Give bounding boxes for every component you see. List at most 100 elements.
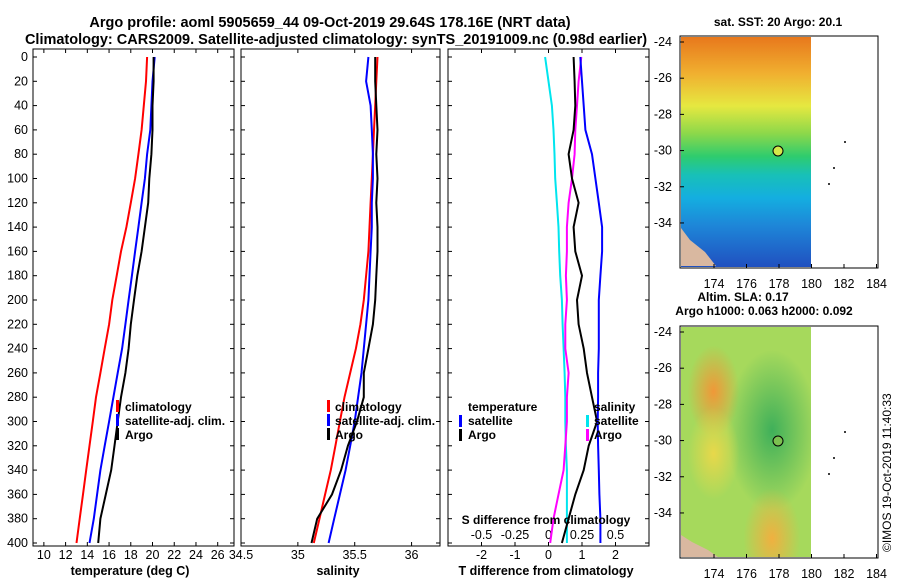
difference-tick-label: -2 <box>476 548 487 562</box>
temperature-tick-label: 20 <box>146 548 160 562</box>
salinity-tick-label: 35 <box>291 548 305 562</box>
legend-argo: Argo <box>335 428 363 442</box>
legend-satellite-s: satellite <box>594 414 639 428</box>
imos-watermark: ©IMOS 19-Oct-2019 11:40:33 <box>880 393 894 552</box>
salinity-tick-label: 36 <box>405 548 419 562</box>
difference-plot-frame <box>447 48 650 547</box>
depth-tick-label: 180 <box>7 269 28 283</box>
satellite-t-diff-line <box>544 56 568 543</box>
satellite-adj-clim-line <box>327 56 374 544</box>
argo-line <box>97 57 155 544</box>
sla-map-title-2: Argo h1000: 0.063 h2000: 0.092 <box>675 304 853 318</box>
legend-swatch-satellite-s <box>586 415 589 427</box>
island-dot <box>828 473 830 475</box>
difference-legend: temperature satellite Argo salinity sate… <box>459 400 639 442</box>
depth-tick-label: 300 <box>7 415 28 429</box>
temperature-tick-label: 14 <box>80 548 94 562</box>
lon-tick-label: 184 <box>866 277 887 291</box>
lat-tick-label: -34 <box>654 506 672 520</box>
depth-tick-label: 400 <box>7 536 28 550</box>
salinity-xlabel: salinity <box>316 564 359 578</box>
lat-tick-label: -32 <box>654 470 672 484</box>
argo-t-diff-line <box>560 56 599 544</box>
legend-swatch-satellite <box>116 414 119 426</box>
depth-tick-label: 160 <box>7 244 28 258</box>
temperature-xlabel: temperature (deg C) <box>71 564 190 578</box>
difference-tick-label: 0 <box>545 548 552 562</box>
legend-swatch-satellite <box>327 414 330 426</box>
depth-tick-label: 240 <box>7 342 28 356</box>
depth-tick-label: 320 <box>7 439 28 453</box>
legend-swatch-argo <box>116 428 119 440</box>
lon-tick-label: 174 <box>704 277 725 291</box>
satellite-s-diff-line <box>549 56 583 544</box>
depth-tick-label: 80 <box>14 147 28 161</box>
lon-tick-label: 176 <box>736 567 757 580</box>
island-dot <box>828 183 830 185</box>
difference-xlabel: T difference from climatology <box>458 564 633 578</box>
lat-tick-label: -34 <box>654 216 672 230</box>
sst-land <box>681 228 716 266</box>
salinity-difference-axis: -0.5 -0.25 0 0.25 0.5 <box>471 49 624 546</box>
lon-tick-label: 174 <box>704 567 725 580</box>
depth-tick-label: 140 <box>7 220 28 234</box>
title-line-2: Climatology: CARS2009. Satellite-adjuste… <box>25 32 647 48</box>
lon-tick-label: 178 <box>769 277 790 291</box>
legend-climatology: climatology <box>125 400 192 414</box>
difference-tick-label: 2 <box>612 548 619 562</box>
island-dot <box>844 141 846 143</box>
climatology-line <box>75 56 149 544</box>
lon-tick-label: 180 <box>801 567 822 580</box>
lon-tick-label: 180 <box>801 277 822 291</box>
depth-tick-label: 220 <box>7 317 28 331</box>
legend-argo-s: Argo <box>594 428 622 442</box>
depth-tick-label: 280 <box>7 390 28 404</box>
legend-swatch-climatology <box>327 400 330 412</box>
lat-tick-label: -30 <box>654 144 672 158</box>
legend-satellite: satellite-adj. clim. <box>335 414 435 428</box>
difference-tick-label: -1 <box>509 548 520 562</box>
temperature-tick-label: 18 <box>124 548 138 562</box>
temperature-tick-label: 12 <box>59 548 73 562</box>
temperature-plot-frame <box>32 48 235 547</box>
depth-axis: 0 20 40 60 80 100 120 140 160 180 200 220 240 260 280 3… <box>7 50 649 550</box>
depth-tick-label: 20 <box>14 74 28 88</box>
s-difference-tick-label: 0.25 <box>570 528 594 542</box>
island-dot <box>833 167 835 169</box>
salinity-plot-frame <box>240 48 441 547</box>
lat-tick-label: -32 <box>654 180 672 194</box>
depth-tick-label: 120 <box>7 196 28 210</box>
sla-map-axes: -24 -26 -28 -30 -32 -34 174 176 178 180 182 184 <box>654 325 887 580</box>
depth-tick-label: 40 <box>14 99 28 113</box>
lon-tick-label: 178 <box>769 567 790 580</box>
salinity-tick-label: 34.5 <box>229 548 253 562</box>
temperature-tick-label: 10 <box>37 548 51 562</box>
argo-line <box>310 57 379 544</box>
lon-tick-label: 176 <box>736 277 757 291</box>
legend-swatch-climatology <box>116 400 119 412</box>
legend-swatch-argo-s <box>586 429 589 441</box>
legend-satellite: satellite-adj. clim. <box>125 414 225 428</box>
salinity-legend: climatology satellite-adj. clim. Argo <box>327 400 435 442</box>
salinity-x-axis: 34.5 35 35.5 36 <box>229 49 419 562</box>
sla-anomaly-d <box>681 327 811 557</box>
title-line-1: Argo profile: aoml 5905659_44 09-Oct-201… <box>89 15 570 31</box>
lon-tick-label: 182 <box>834 277 855 291</box>
depth-tick-label: 260 <box>7 366 28 380</box>
lon-tick-label: 184 <box>866 567 887 580</box>
difference-tick-label: 1 <box>579 548 586 562</box>
lat-tick-label: -28 <box>654 397 672 411</box>
temperature-tick-label: 26 <box>211 548 225 562</box>
lat-tick-label: -30 <box>654 434 672 448</box>
lon-tick-label: 182 <box>834 567 855 580</box>
lat-tick-label: -24 <box>654 35 672 49</box>
temperature-legend: climatology satellite-adj. clim. Argo <box>116 400 225 442</box>
s-difference-tick-label: -0.25 <box>501 528 530 542</box>
sla-map-title-1: Altim. SLA: 0.17 <box>697 290 789 304</box>
salinity-tick-label: 35.5 <box>343 548 367 562</box>
lat-tick-label: -28 <box>654 107 672 121</box>
legend-satellite-t: satellite <box>468 414 513 428</box>
sla-land <box>681 535 718 557</box>
salinity-series <box>310 56 379 544</box>
